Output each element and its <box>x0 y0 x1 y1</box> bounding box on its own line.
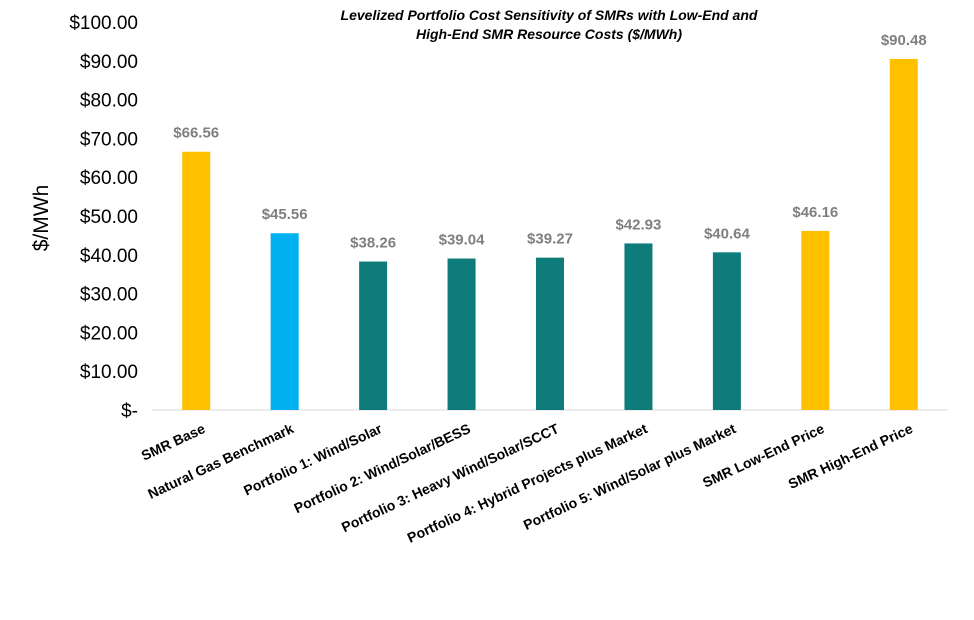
bar <box>182 151 211 410</box>
y-axis-ticks: $- $10.00 $20.00 $30.00 $40.00 $50.00 $60.00 $7… <box>69 13 138 422</box>
y-axis-label: $/MWh <box>30 185 53 252</box>
data-label: $38.26 <box>350 235 396 252</box>
bar <box>624 243 653 410</box>
y-tick-label: $80.00 <box>80 91 138 112</box>
bars <box>182 58 918 411</box>
bar <box>536 257 564 410</box>
x-tick-label: SMR Base <box>139 420 208 464</box>
data-label: $42.93 <box>615 216 661 233</box>
y-tick-label: $100.00 <box>69 13 138 34</box>
y-tick-label: $70.00 <box>80 129 138 150</box>
data-label: $90.48 <box>881 32 927 49</box>
chart-title-line-2: High-End SMR Resource Costs ($/MWh) <box>416 26 682 42</box>
chart-title-line-1: Levelized Portfolio Cost Sensitivity of … <box>341 7 758 23</box>
data-label: $39.27 <box>527 231 573 248</box>
bar <box>270 233 299 410</box>
y-tick-label: $20.00 <box>80 323 138 344</box>
data-labels: $66.56 $45.56 $38.26 $39.04 $39.27 $42.93 $40.… <box>173 32 926 252</box>
x-tick-label: Natural Gas Benchmark <box>145 420 296 502</box>
y-tick-label: $40.00 <box>80 246 138 267</box>
bar <box>889 58 918 411</box>
chart-title: Levelized Portfolio Cost Sensitivity of … <box>341 7 758 42</box>
y-tick-label: $50.00 <box>80 207 138 228</box>
bar <box>359 261 388 410</box>
data-label: $39.04 <box>439 232 486 249</box>
y-tick-label: $90.00 <box>80 52 138 73</box>
data-label: $46.16 <box>792 204 838 221</box>
y-tick-label: $10.00 <box>80 362 138 383</box>
bar <box>447 258 476 410</box>
data-label: $40.64 <box>704 225 751 242</box>
y-tick-label: $30.00 <box>80 285 138 306</box>
bar <box>801 230 830 410</box>
y-tick-label: $60.00 <box>80 168 138 189</box>
bar <box>712 252 741 410</box>
y-tick-label: $- <box>121 401 138 422</box>
data-label: $66.56 <box>173 125 219 142</box>
data-label: $45.56 <box>262 206 308 223</box>
